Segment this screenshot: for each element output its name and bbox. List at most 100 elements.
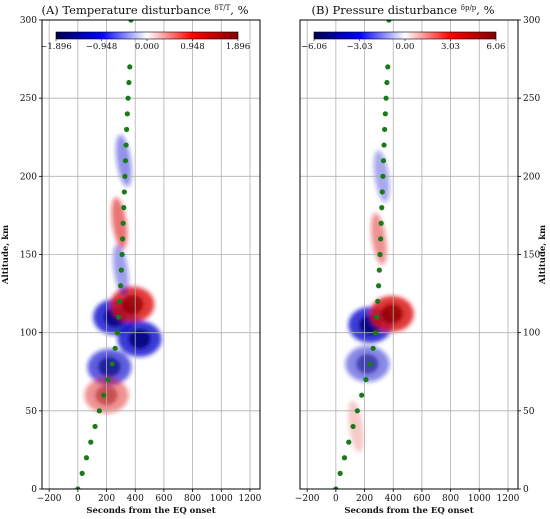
y-tick-label: 150 bbox=[20, 251, 37, 261]
data-point bbox=[117, 298, 123, 304]
y-tick-label: 300 bbox=[20, 16, 37, 26]
data-point bbox=[379, 205, 385, 211]
colorbar-gradient bbox=[313, 31, 497, 40]
colorbar-tick-label: 1.896 bbox=[226, 42, 250, 52]
data-point bbox=[370, 345, 376, 351]
colorbar-tick-label: 3.03 bbox=[441, 42, 460, 52]
data-point bbox=[121, 205, 127, 211]
x-axis-label: Seconds from the EQ onset bbox=[344, 506, 473, 516]
data-point bbox=[109, 361, 115, 367]
data-point bbox=[374, 314, 380, 320]
y-tick-label: 0 bbox=[31, 485, 37, 495]
data-point bbox=[121, 189, 127, 195]
colorbar-tick-label: 6.06 bbox=[487, 42, 506, 52]
data-point bbox=[377, 251, 383, 258]
data-point bbox=[341, 455, 348, 461]
data-point bbox=[375, 283, 382, 289]
data-point bbox=[127, 64, 133, 70]
data-point bbox=[378, 236, 384, 242]
data-point bbox=[101, 392, 107, 398]
wavefront-series bbox=[333, 20, 392, 489]
data-point bbox=[376, 267, 382, 273]
data-point bbox=[378, 220, 384, 226]
data-point bbox=[116, 314, 122, 320]
data-point bbox=[354, 408, 360, 414]
x-tick-label: 1000 bbox=[468, 494, 491, 504]
x-tick-label: 400 bbox=[127, 494, 144, 504]
x-tick-label: 400 bbox=[385, 494, 402, 504]
x-axis-label: Seconds from the EQ onset bbox=[86, 506, 215, 516]
data-point bbox=[120, 236, 126, 242]
y-tick-label: 200 bbox=[523, 172, 540, 182]
data-point bbox=[386, 20, 392, 23]
colorbar-tick-label: −0.948 bbox=[86, 42, 117, 52]
data-point bbox=[363, 376, 369, 383]
data-point bbox=[380, 173, 386, 179]
data-point bbox=[117, 283, 124, 289]
x-tick-label: 200 bbox=[98, 494, 115, 504]
data-point bbox=[375, 298, 381, 304]
colorbar-tick-label: −6.06 bbox=[301, 42, 327, 52]
y-tick-label: 250 bbox=[20, 94, 37, 104]
y-tick-label: 50 bbox=[523, 407, 535, 417]
feature-core-2 bbox=[128, 329, 151, 349]
data-point bbox=[382, 126, 388, 133]
data-point bbox=[124, 111, 130, 117]
data-point bbox=[380, 158, 387, 164]
data-point bbox=[384, 79, 390, 86]
y-tick-label: 0 bbox=[523, 485, 529, 495]
feature-positive-5 bbox=[111, 197, 128, 249]
x-tick-label: 800 bbox=[442, 494, 459, 504]
x-tick-label: 600 bbox=[155, 494, 172, 504]
wavefront-series bbox=[75, 20, 134, 489]
x-tick-label: 600 bbox=[413, 494, 430, 504]
feature-core-1 bbox=[380, 304, 403, 324]
chart-title: (B) Pressure disturbance δp/p, % bbox=[311, 3, 494, 17]
feature-core-3 bbox=[98, 357, 121, 377]
data-point bbox=[75, 486, 81, 489]
y-tick-label: 150 bbox=[523, 251, 540, 261]
data-point bbox=[96, 408, 102, 414]
x-tick-label: 0 bbox=[333, 494, 339, 504]
data-point bbox=[125, 95, 131, 101]
data-point bbox=[119, 251, 125, 258]
panel-1: −200 0 200 400 600 800 1000 1200050100150200250… bbox=[295, 3, 548, 516]
data-point bbox=[382, 111, 388, 117]
colorbar-tick-label: 0.948 bbox=[180, 42, 204, 52]
y-axis-label: Altitude, km bbox=[1, 225, 11, 285]
data-point bbox=[372, 330, 378, 336]
data-point bbox=[105, 376, 111, 383]
data-point bbox=[346, 439, 352, 445]
panel-0: −200 0 200 400 600 800 1000 1200050100150200250… bbox=[1, 3, 262, 516]
data-point bbox=[118, 267, 124, 273]
data-point bbox=[122, 173, 128, 179]
data-point bbox=[79, 470, 85, 476]
colorbar: −6.06 −3.03 0.00 3.03 6.06 bbox=[301, 31, 506, 52]
data-point bbox=[120, 220, 126, 226]
colorbar-gradient bbox=[55, 31, 239, 40]
y-tick-label: 100 bbox=[523, 329, 540, 339]
colorbar-tick-label: 0.000 bbox=[135, 42, 159, 52]
x-tick-label: −200 bbox=[295, 494, 320, 504]
grid bbox=[300, 19, 518, 490]
x-tick-label: 800 bbox=[184, 494, 201, 504]
x-tick-label: 1000 bbox=[210, 494, 233, 504]
x-tick-label: 1200 bbox=[239, 494, 262, 504]
x-tick-label: 200 bbox=[356, 494, 373, 504]
y-tick-label: 200 bbox=[20, 172, 37, 182]
y-axis-label: Altitude, km bbox=[538, 225, 548, 285]
y-tick-label: 50 bbox=[26, 407, 38, 417]
data-point bbox=[337, 470, 343, 476]
data-point bbox=[333, 486, 339, 489]
feature-core-1 bbox=[121, 294, 144, 315]
data-point bbox=[122, 158, 129, 164]
data-point bbox=[83, 455, 90, 461]
data-point bbox=[88, 439, 94, 445]
data-point bbox=[383, 95, 389, 101]
data-point bbox=[126, 79, 132, 86]
x-tick-label: −200 bbox=[37, 494, 62, 504]
data-point bbox=[128, 20, 134, 23]
data-point bbox=[350, 423, 356, 430]
data-point bbox=[381, 142, 387, 148]
